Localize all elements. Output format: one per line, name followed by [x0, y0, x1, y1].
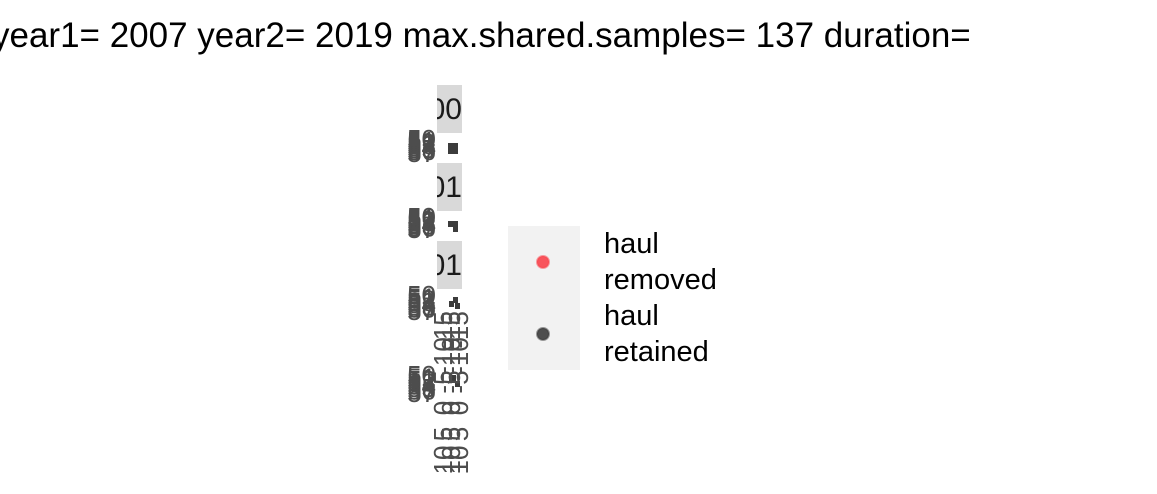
- y-tick-label: 50: [407, 360, 436, 390]
- x-tick-label: 0: [444, 401, 474, 415]
- x-tick-label: -5: [436, 370, 466, 393]
- y-tick-label: 51: [407, 282, 436, 312]
- y-tick-label: 57: [407, 378, 436, 408]
- y-tick-label: 53: [407, 130, 436, 160]
- y-tick-label: 54: [407, 209, 436, 239]
- legend-retained-line1: haul: [604, 300, 659, 332]
- x-tick-label: 0: [436, 401, 466, 415]
- y-tick-label: 52: [407, 285, 436, 315]
- y-tick-label: 54: [407, 370, 436, 400]
- y-tick-label: 57: [407, 214, 436, 244]
- legend-retained-line2: retained: [604, 336, 709, 368]
- x-tick-label: 10: [444, 446, 474, 475]
- y-tick-label: 50: [407, 202, 436, 232]
- data-point: [448, 148, 453, 154]
- x-tick-label: -5: [444, 370, 474, 393]
- legend-removed-line2: removed: [604, 264, 717, 296]
- facet-strip-label: 01: [429, 171, 462, 204]
- x-tick-label: -10: [444, 337, 474, 375]
- x-tick-label: -15: [444, 311, 474, 349]
- y-tick-label: 51: [407, 126, 436, 156]
- x-tick-label: 5: [428, 427, 458, 441]
- y-tick-label: 52: [407, 205, 436, 235]
- legend-point-removed: [536, 255, 550, 269]
- facet-strip-bg: [437, 85, 462, 133]
- data-point: [453, 226, 458, 232]
- data-point: [449, 377, 454, 383]
- legend-keys: [508, 226, 580, 370]
- facet-strip-bg: [437, 241, 462, 289]
- x-tick-label: -10: [436, 337, 466, 375]
- legend-removed-line1: haul: [604, 228, 659, 260]
- y-tick-label: 51: [407, 204, 436, 234]
- data-point: [455, 303, 460, 309]
- x-tick-label: 5: [444, 427, 474, 441]
- x-tick-label: -5: [428, 370, 458, 393]
- y-tick-label: 54: [407, 132, 436, 162]
- legend-point-retained: [536, 327, 550, 341]
- data-point: [448, 143, 453, 149]
- facet-strip-label: 00: [429, 93, 462, 126]
- y-tick-label: 56: [407, 375, 436, 405]
- data-point: [448, 221, 453, 227]
- data-point: [449, 301, 454, 307]
- data-point: [453, 148, 458, 154]
- facet-strip-bg: [437, 163, 462, 211]
- y-tick-label: 53: [407, 368, 436, 398]
- data-point: [453, 143, 458, 149]
- data-point: [453, 297, 458, 303]
- data-point: [453, 221, 458, 227]
- x-tick-label: 10: [436, 446, 466, 475]
- y-tick-label: 56: [407, 136, 436, 166]
- x-tick-label: -10: [428, 337, 458, 375]
- x-tick-label: 10: [428, 446, 458, 475]
- y-tick-label: 56: [407, 294, 436, 324]
- x-tick-label: -15: [428, 311, 458, 349]
- y-tick-label: 55: [407, 211, 436, 241]
- y-tick-label: 52: [407, 128, 436, 158]
- y-tick-label: 57: [407, 138, 436, 168]
- y-tick-label: 56: [407, 212, 436, 242]
- y-tick-label: 55: [407, 373, 436, 403]
- legend-label-removed: haul removed: [604, 226, 717, 298]
- y-tick-label: 52: [407, 365, 436, 395]
- y-tick-label: 50: [407, 124, 436, 154]
- data-point: [455, 381, 460, 387]
- y-tick-label: 55: [407, 134, 436, 164]
- y-tick-label: 53: [407, 207, 436, 237]
- facet-strip-label: 01: [429, 249, 462, 282]
- legend-label-retained: haul retained: [604, 298, 709, 370]
- chart-title: year1= 2007 year2= 2019 max.shared.sampl…: [0, 16, 971, 55]
- y-tick-label: 54: [407, 289, 436, 319]
- x-tick-label: 5: [436, 427, 466, 441]
- x-tick-label: 0: [428, 401, 458, 415]
- x-tick-label: -15: [436, 311, 466, 349]
- facet-panels: 0001015051525354555657505152535455565750…: [407, 85, 474, 474]
- y-tick-label: 57: [407, 296, 436, 326]
- y-tick-label: 55: [407, 291, 436, 321]
- y-tick-label: 50: [407, 280, 436, 310]
- y-tick-label: 53: [407, 287, 436, 317]
- y-tick-label: 51: [407, 363, 436, 393]
